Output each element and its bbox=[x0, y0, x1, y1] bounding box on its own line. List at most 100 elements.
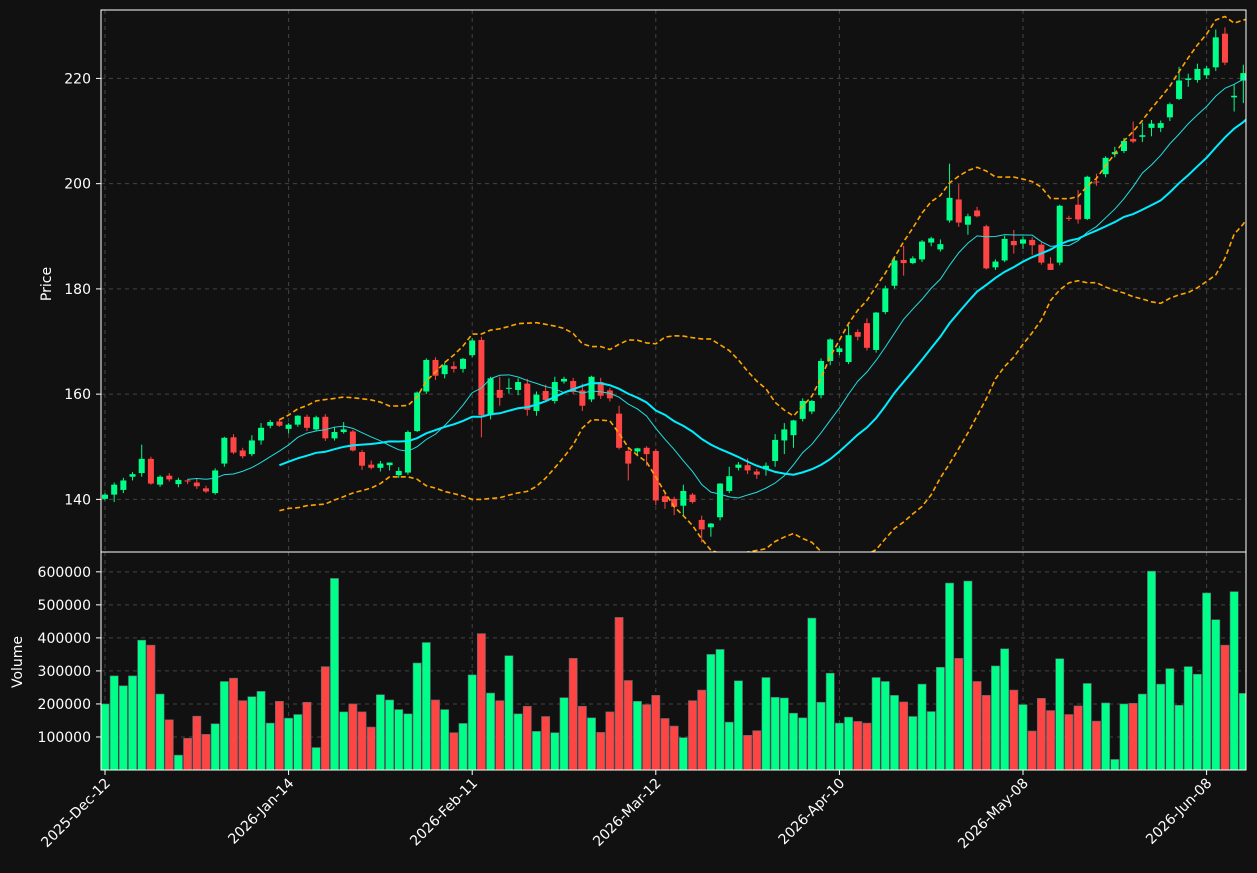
volume-bar bbox=[1027, 730, 1037, 770]
volume-bar bbox=[320, 666, 330, 770]
candle-body bbox=[689, 494, 696, 503]
volume-bar bbox=[1110, 759, 1120, 770]
candle-body bbox=[258, 427, 265, 441]
candle-body bbox=[404, 432, 411, 473]
volume-tick-label: 200000 bbox=[38, 697, 91, 713]
volume-tick-label: 300000 bbox=[38, 664, 91, 680]
volume-bar bbox=[229, 677, 238, 770]
candle-body bbox=[579, 390, 586, 406]
candle-body bbox=[1020, 239, 1026, 244]
candle-body bbox=[202, 488, 209, 492]
candle-body bbox=[781, 429, 788, 441]
candle-body bbox=[818, 360, 825, 396]
volume-bar bbox=[807, 617, 817, 770]
ma-slow-line bbox=[279, 118, 1246, 476]
candle-body bbox=[285, 424, 292, 429]
candle-body bbox=[634, 448, 641, 452]
volume-bar bbox=[210, 723, 220, 770]
volume-bar bbox=[467, 674, 477, 770]
volume-bar bbox=[1036, 698, 1046, 770]
candle-body bbox=[386, 462, 393, 466]
price-grid bbox=[101, 10, 1246, 552]
volume-bar bbox=[972, 681, 982, 770]
volume-bar bbox=[247, 696, 257, 770]
candle-body bbox=[248, 440, 255, 455]
volume-bar bbox=[1082, 683, 1092, 770]
volume-bar bbox=[109, 675, 119, 770]
volume-bar bbox=[954, 658, 964, 770]
candle-body bbox=[267, 422, 274, 426]
candle-body bbox=[882, 288, 889, 313]
candle-body bbox=[294, 415, 301, 425]
price-tick-label: 180 bbox=[64, 282, 91, 298]
volume-tick-label: 100000 bbox=[38, 730, 91, 746]
candle-body bbox=[992, 261, 999, 268]
volume-bar bbox=[1064, 714, 1074, 770]
volume-bar bbox=[880, 681, 890, 770]
candle-body bbox=[698, 519, 705, 530]
volume-bar bbox=[1174, 704, 1184, 770]
volume-bar bbox=[559, 697, 569, 770]
candle-body bbox=[937, 244, 944, 250]
volume-axis-label: Volume bbox=[10, 636, 26, 688]
candle-body bbox=[625, 450, 632, 464]
candle-body bbox=[597, 382, 604, 396]
price-axis-label: Price bbox=[39, 267, 55, 301]
volume-tick-label: 500000 bbox=[38, 598, 91, 614]
volume-bar bbox=[1119, 703, 1129, 770]
candle-body bbox=[671, 498, 678, 507]
candle-body bbox=[175, 479, 182, 485]
volume-bar bbox=[1128, 702, 1138, 770]
volume-bar bbox=[495, 700, 505, 770]
volume-bar bbox=[504, 655, 514, 770]
volume-bar bbox=[1156, 683, 1166, 770]
volume-bar bbox=[779, 697, 789, 770]
volume-bar bbox=[1000, 648, 1010, 770]
volume-bar bbox=[917, 683, 927, 770]
volume-bar bbox=[403, 713, 413, 770]
candle-body bbox=[377, 463, 384, 468]
candle-body bbox=[827, 339, 834, 361]
candle-body bbox=[1185, 78, 1192, 80]
candle-body bbox=[1194, 68, 1201, 80]
candle-body bbox=[983, 226, 990, 269]
candle-body bbox=[1139, 135, 1146, 137]
volume-series bbox=[101, 570, 1246, 770]
candle-body bbox=[1056, 205, 1063, 263]
volume-bar bbox=[375, 694, 385, 770]
candle-body bbox=[111, 484, 118, 495]
candle-body bbox=[1120, 141, 1127, 152]
candle-body bbox=[845, 335, 852, 363]
volume-bar bbox=[174, 754, 183, 770]
volume-bar bbox=[412, 662, 422, 770]
volume-bar bbox=[688, 700, 697, 770]
candle-body bbox=[955, 199, 962, 223]
volume-bar bbox=[834, 722, 844, 770]
candle-body bbox=[753, 471, 760, 475]
candle-body bbox=[423, 359, 430, 392]
candle-body bbox=[1084, 176, 1091, 219]
volume-bar bbox=[1183, 666, 1193, 770]
volume-bar bbox=[183, 737, 193, 770]
volume-bar bbox=[981, 695, 991, 770]
candle-body bbox=[561, 378, 567, 382]
price-tick-label: 140 bbox=[64, 492, 91, 508]
volume-bar bbox=[440, 709, 450, 770]
volume-bar bbox=[339, 711, 349, 770]
candle-body bbox=[717, 483, 724, 518]
volume-bar bbox=[1211, 619, 1221, 770]
candle-body bbox=[505, 387, 512, 389]
candle-body bbox=[193, 482, 200, 487]
candle-body bbox=[340, 429, 347, 433]
volume-bar bbox=[697, 689, 707, 770]
volume-bar bbox=[568, 658, 578, 770]
candle-body bbox=[368, 464, 375, 468]
candle-body bbox=[542, 390, 549, 400]
volume-bar bbox=[1229, 591, 1239, 770]
volume-bar bbox=[853, 721, 863, 770]
candle-body bbox=[496, 389, 503, 398]
candle-body bbox=[460, 358, 467, 369]
bollinger-upper-line bbox=[279, 15, 1246, 421]
volume-bar bbox=[862, 722, 872, 770]
candle-body bbox=[900, 259, 907, 264]
